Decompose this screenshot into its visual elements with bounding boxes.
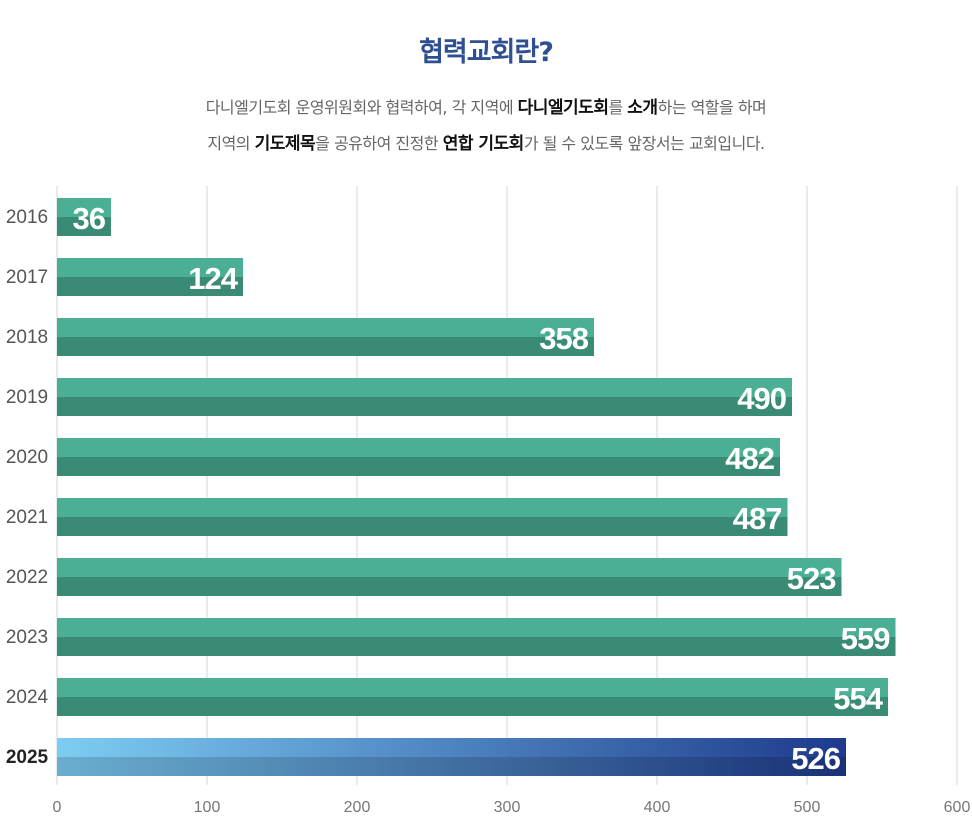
bar-shade bbox=[57, 337, 594, 356]
bar bbox=[57, 198, 111, 217]
category-label: 2016 bbox=[6, 207, 48, 228]
bar-value-label: 559 bbox=[841, 621, 890, 656]
intro-line-1-part-1: 다니엘기도회 운영위원회와 협력하여, 각 지역에 bbox=[205, 98, 518, 117]
bar bbox=[57, 318, 594, 337]
bar-value-label: 490 bbox=[737, 381, 786, 416]
bar-value-label: 554 bbox=[833, 681, 883, 716]
intro-line-2-part-3: 가 될 수 있도록 앞장서는 교회입니다. bbox=[523, 134, 765, 153]
category-label: 2018 bbox=[6, 327, 48, 348]
bar bbox=[57, 738, 846, 776]
bar-shade bbox=[57, 697, 888, 716]
bar-shade bbox=[57, 517, 788, 536]
bar-shade bbox=[57, 277, 243, 296]
bar-group-2018: 2018 358 bbox=[6, 318, 594, 356]
bar bbox=[57, 618, 896, 637]
intro-line-2-bold-1: 기도제목 bbox=[254, 134, 316, 154]
category-label: 2021 bbox=[6, 507, 48, 528]
page-title: 협력교회란? bbox=[419, 37, 554, 68]
bar bbox=[57, 678, 888, 697]
bars: 2016 36 2017 124 2018 358 2019 490 2020 482 2021 48… bbox=[6, 198, 896, 776]
bar-value-label: 487 bbox=[733, 501, 782, 536]
intro-line-1-part-3: 하는 역할을 하며 bbox=[657, 98, 767, 117]
intro-line-1-part-2: 를 bbox=[608, 98, 628, 117]
bar bbox=[57, 498, 788, 517]
bar-shade bbox=[57, 457, 780, 476]
intro-line-2: 지역의 기도제목을 공유하여 진정한 연합 기도회가 될 수 있도록 앞장서는 … bbox=[0, 126, 972, 162]
bar-shade bbox=[57, 577, 842, 596]
bar-shade bbox=[57, 397, 792, 416]
bar-group-2020: 2020 482 bbox=[6, 438, 780, 476]
bar-value-label: 526 bbox=[791, 741, 840, 776]
bar-group-2025: 2025 526 bbox=[6, 738, 846, 776]
intro-line-2-part-1: 지역의 bbox=[207, 134, 255, 153]
bar bbox=[57, 258, 243, 277]
category-label: 2023 bbox=[6, 627, 48, 648]
bar bbox=[57, 438, 780, 457]
intro-line-1: 다니엘기도회 운영위원회와 협력하여, 각 지역에 다니엘기도회를 소개하는 역… bbox=[0, 90, 972, 126]
x-tick-label: 300 bbox=[494, 799, 521, 816]
bar-value-label: 124 bbox=[188, 261, 238, 296]
x-axis-ticks: 0 100 200 300 400 500 600 bbox=[53, 799, 971, 816]
x-tick-label: 600 bbox=[944, 799, 971, 816]
intro-line-2-bold-2: 연합 기도회 bbox=[442, 134, 525, 154]
intro-line-1-bold-2: 소개 bbox=[627, 98, 658, 118]
bar-group-2016: 2016 36 bbox=[6, 198, 111, 236]
x-tick-label: 400 bbox=[644, 799, 671, 816]
x-tick-label: 0 bbox=[53, 799, 62, 816]
bar-group-2019: 2019 490 bbox=[6, 378, 792, 416]
category-label: 2022 bbox=[6, 567, 48, 588]
bar-value-label: 36 bbox=[73, 201, 106, 236]
x-tick-label: 100 bbox=[194, 799, 221, 816]
category-label: 2019 bbox=[6, 387, 48, 408]
category-label: 2017 bbox=[6, 267, 48, 288]
category-label: 2025 bbox=[6, 747, 49, 768]
bar bbox=[57, 558, 842, 577]
category-label: 2024 bbox=[6, 687, 49, 708]
bar-value-label: 358 bbox=[539, 321, 588, 356]
bar-value-label: 523 bbox=[787, 561, 836, 596]
bar bbox=[57, 378, 792, 397]
bar-shade bbox=[57, 217, 111, 236]
intro-line-2-part-2: 을 공유하여 진정한 bbox=[315, 134, 443, 153]
x-tick-label: 200 bbox=[344, 799, 371, 816]
bar-group-2023: 2023 559 bbox=[6, 618, 896, 656]
bar-value-label: 482 bbox=[725, 441, 774, 476]
bar-group-2021: 2021 487 bbox=[6, 498, 788, 536]
category-label: 2020 bbox=[6, 447, 48, 468]
bar-group-2017: 2017 124 bbox=[6, 258, 243, 296]
intro-line-1-bold-1: 다니엘기도회 bbox=[517, 98, 609, 118]
bar-shade bbox=[57, 637, 896, 656]
intro-text: 다니엘기도회 운영위원회와 협력하여, 각 지역에 다니엘기도회를 소개하는 역… bbox=[0, 90, 972, 162]
bar-group-2024: 2024 554 bbox=[6, 678, 888, 716]
bar-group-2022: 2022 523 bbox=[6, 558, 842, 596]
bar-shade bbox=[57, 757, 846, 776]
x-tick-label: 500 bbox=[794, 799, 821, 816]
